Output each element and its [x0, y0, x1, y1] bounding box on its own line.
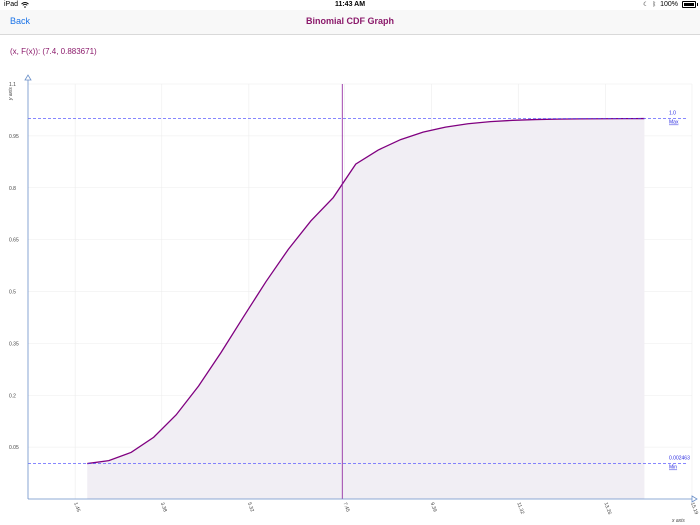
cdf-series-line [87, 117, 645, 465]
y-tick-label: 0.35 [9, 341, 19, 347]
min-value-label: 0.002463 [669, 456, 690, 462]
x-axis-label: x axis [671, 518, 685, 524]
x-tick-label: 7.45 [342, 502, 351, 513]
min-name-label: Min [669, 465, 677, 471]
y-axis-label: y axis [8, 87, 14, 101]
x-tick-label: 3.38 [159, 502, 168, 513]
device-label: iPad [4, 1, 19, 8]
y-tick-label: 0.2 [9, 393, 16, 399]
x-tick-label: 11.32 [515, 502, 525, 516]
x-tick-label: 5.32 [246, 502, 255, 513]
max-name-label: Max [669, 120, 679, 126]
y-tick-label: 0.95 [9, 134, 19, 140]
x-tick-label: 1.45 [72, 502, 81, 513]
y-tick-label: 0.65 [9, 238, 19, 244]
y-axis-arrow-icon [24, 74, 32, 81]
y-tick-label: 1.1 [9, 82, 16, 88]
status-left: iPad [4, 1, 29, 8]
y-tick-label: 0.5 [9, 290, 16, 296]
status-time: 11:43 AM [334, 1, 366, 8]
x-axis-arrow-icon [691, 495, 698, 503]
status-right: ☾ ᛒ 100% [643, 1, 698, 8]
status-bar: iPad 11:43 AM ☾ ᛒ 100% [0, 0, 700, 10]
coordinate-readout: (x, F(x)): (7.4, 0.883671) [10, 47, 97, 56]
x-tick-label: 15.19 [689, 502, 699, 516]
page-title: Binomial CDF Graph [305, 16, 394, 26]
wifi-icon [21, 1, 29, 8]
battery-percent: 100% [660, 1, 678, 8]
x-tick-label: 13.26 [602, 502, 612, 516]
back-button[interactable]: Back [10, 16, 31, 26]
y-tick-label: 0.8 [9, 186, 16, 192]
x-tick-label: 9.39 [429, 502, 438, 513]
moon-icon: ☾ [643, 2, 649, 8]
battery-icon [682, 1, 698, 8]
max-value-label: 1.0 [669, 111, 676, 117]
y-tick-label: 0.05 [9, 445, 19, 451]
area-fill [87, 118, 645, 499]
navigation-bar: Back Binomial CDF Graph [0, 10, 700, 35]
bluetooth-icon: ᛒ [652, 1, 657, 8]
